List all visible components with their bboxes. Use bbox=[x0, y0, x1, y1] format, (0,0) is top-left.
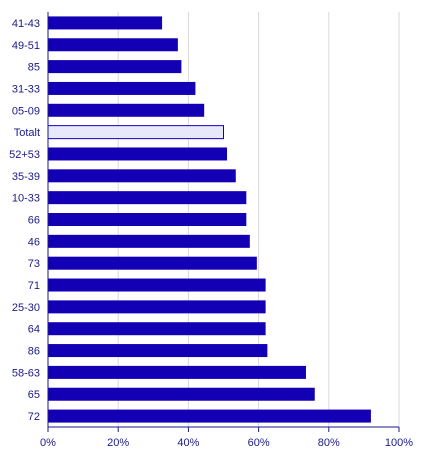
category-label-58-63: 58-63 bbox=[12, 367, 40, 379]
bar-64 bbox=[48, 322, 266, 336]
category-label-49-51: 49-51 bbox=[12, 40, 40, 52]
bars bbox=[47, 16, 371, 423]
bar-Totalt bbox=[47, 125, 224, 140]
bar-86 bbox=[48, 344, 268, 358]
bar-52+53 bbox=[48, 147, 228, 161]
gridlines bbox=[117, 12, 400, 427]
category-label-73: 73 bbox=[28, 258, 40, 270]
x-tick-label-0: 0% bbox=[40, 437, 56, 449]
category-label-31-33: 31-33 bbox=[12, 83, 40, 95]
category-label-71: 71 bbox=[28, 280, 40, 292]
category-label-85: 85 bbox=[28, 62, 40, 74]
bar-35-39 bbox=[48, 169, 236, 183]
category-label-10-33: 10-33 bbox=[12, 193, 40, 205]
category-label-66: 66 bbox=[28, 215, 40, 227]
category-label-65: 65 bbox=[28, 389, 40, 401]
bar-58-63 bbox=[48, 365, 306, 379]
category-label-46: 46 bbox=[28, 236, 40, 248]
x-tick-label-40: 40% bbox=[177, 437, 199, 449]
category-label-52+53: 52+53 bbox=[9, 149, 40, 161]
category-label-Totalt: Totalt bbox=[14, 127, 40, 139]
bar-31-33 bbox=[48, 81, 196, 95]
category-label-72: 72 bbox=[28, 411, 40, 423]
bar-41-43 bbox=[48, 16, 163, 30]
x-axis: 0% 20% 40% 60% 80% 100% bbox=[40, 12, 413, 449]
bar-65 bbox=[48, 387, 315, 401]
x-tick-label-60: 60% bbox=[248, 437, 270, 449]
x-tick-label-100: 100% bbox=[385, 437, 413, 449]
bar-49-51 bbox=[48, 38, 178, 52]
bar-72 bbox=[48, 409, 371, 423]
category-labels: 41-43 49-51 85 31-33 05-09 Totalt 52+53 35-39 10… bbox=[9, 18, 40, 423]
x-tick-label-20: 20% bbox=[107, 437, 129, 449]
bar-46 bbox=[48, 234, 250, 248]
bar-66 bbox=[48, 213, 247, 226]
bar-25-30 bbox=[48, 300, 266, 314]
category-label-64: 64 bbox=[28, 324, 40, 336]
x-tick-label-80: 80% bbox=[318, 437, 340, 449]
category-label-25-30: 25-30 bbox=[12, 302, 40, 314]
bar-71 bbox=[48, 278, 266, 292]
bar-73 bbox=[48, 256, 257, 270]
category-label-41-43: 41-43 bbox=[12, 18, 40, 30]
category-label-35-39: 35-39 bbox=[12, 171, 40, 183]
bar-05-09 bbox=[48, 103, 205, 117]
bar-10-33 bbox=[48, 191, 247, 205]
bar-85 bbox=[48, 60, 182, 74]
category-label-05-09: 05-09 bbox=[12, 105, 40, 117]
category-label-86: 86 bbox=[28, 346, 40, 358]
